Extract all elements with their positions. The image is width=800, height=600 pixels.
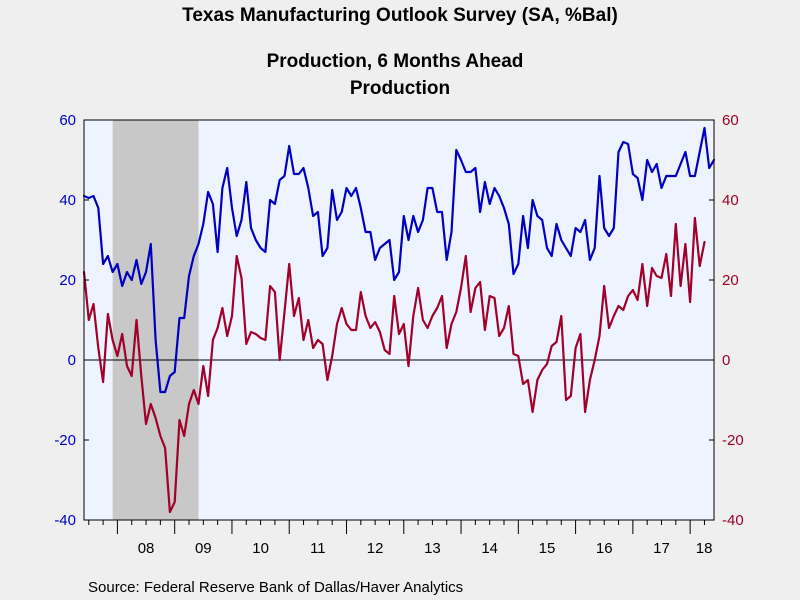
x-tick-label: 10 (252, 540, 269, 557)
right-y-tick-label: -20 (722, 432, 744, 449)
right-y-tick-label: -40 (722, 512, 744, 529)
chart-title: Texas Manufacturing Outlook Survey (SA, … (182, 5, 618, 26)
right-y-tick-label: 20 (722, 272, 739, 289)
x-tick-label: 18 (696, 540, 713, 557)
left-y-tick-label: 40 (59, 192, 76, 209)
left-y-tick-label: -20 (54, 432, 76, 449)
right-y-tick-label: 0 (722, 352, 730, 369)
source-note: Source: Federal Reserve Bank of Dallas/H… (88, 579, 463, 596)
series-line-1 (82, 126, 716, 394)
plot-area: -40 -40 -20 -20 0 0 20 20 40 40 60 60 08 09 10 11 12 13 14… (54, 112, 743, 557)
left-y-tick-label: 60 (59, 112, 76, 129)
plot-border (83, 119, 715, 521)
subtitle-series-2: Production (350, 78, 450, 99)
x-tick-label: 09 (195, 540, 212, 557)
x-tick-label: 11 (310, 540, 326, 557)
right-y-tick-label: 60 (722, 112, 739, 129)
x-tick-label: 12 (367, 540, 384, 557)
subtitle-series-1: Production, 6 Months Ahead (267, 51, 524, 72)
right-y-tick-label: 40 (722, 192, 739, 209)
left-y-tick-label: 20 (59, 272, 76, 289)
x-tick-label: 15 (539, 540, 556, 557)
x-tick-label: 13 (424, 540, 441, 557)
x-tick-label: 08 (138, 540, 155, 557)
x-tick-label: 16 (596, 540, 613, 557)
x-tick-label: 17 (653, 540, 670, 557)
left-y-tick-label: 0 (68, 352, 76, 369)
left-y-tick-label: -40 (54, 512, 76, 529)
series-line-2 (82, 216, 706, 514)
x-tick-label: 14 (481, 540, 498, 557)
